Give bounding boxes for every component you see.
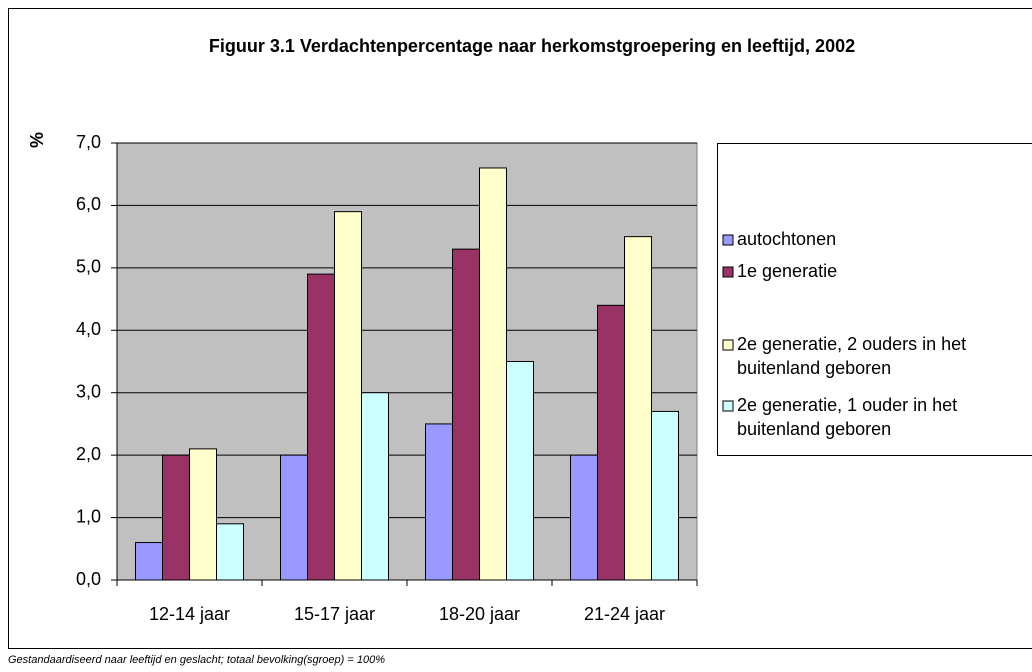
bar (189, 448, 217, 581)
bar (334, 211, 362, 581)
bar (570, 454, 598, 581)
y-tick-label: 2,0 (76, 444, 101, 464)
legend-swatch (722, 234, 734, 246)
bar (479, 167, 507, 581)
y-tick-label: 0,0 (76, 569, 101, 589)
bar (135, 542, 163, 581)
bar (452, 248, 480, 581)
x-tick-label: 12-14 jaar (149, 604, 230, 624)
bar (651, 410, 679, 581)
bar (280, 454, 308, 581)
legend-label: 2e generatie, 2 ouders in het buitenland… (737, 334, 971, 378)
x-tick-label: 18-20 jaar (439, 604, 520, 624)
legend-swatch (722, 266, 734, 278)
y-axis-label: % (27, 132, 47, 148)
chart-title: Figuur 3.1 Verdachtenpercentage naar her… (209, 36, 855, 56)
y-tick-label: 5,0 (76, 257, 101, 277)
legend-swatch (722, 400, 734, 412)
x-tick-label: 15-17 jaar (294, 604, 375, 624)
x-tick-label: 21-24 jaar (584, 604, 665, 624)
bar (307, 273, 335, 581)
bar (597, 304, 625, 581)
y-tick-label: 1,0 (76, 506, 101, 526)
bar (361, 392, 389, 581)
bar (216, 523, 244, 581)
legend-swatch (722, 339, 734, 351)
legend-label: 2e generatie, 1 ouder in het buitenland … (737, 395, 962, 439)
bar (624, 236, 652, 581)
footnote: Gestandaardiseerd naar leeftijd en gesla… (8, 654, 385, 666)
bar (162, 454, 190, 581)
legend-box (717, 143, 1032, 456)
bar (506, 361, 534, 581)
y-tick-label: 4,0 (76, 319, 101, 339)
legend-label: 1e generatie (737, 261, 837, 281)
y-tick-label: 6,0 (76, 194, 101, 214)
y-tick-label: 3,0 (76, 381, 101, 401)
legend-label: autochtonen (737, 229, 836, 249)
y-tick-label: 7,0 (76, 132, 101, 152)
bar (425, 423, 453, 581)
